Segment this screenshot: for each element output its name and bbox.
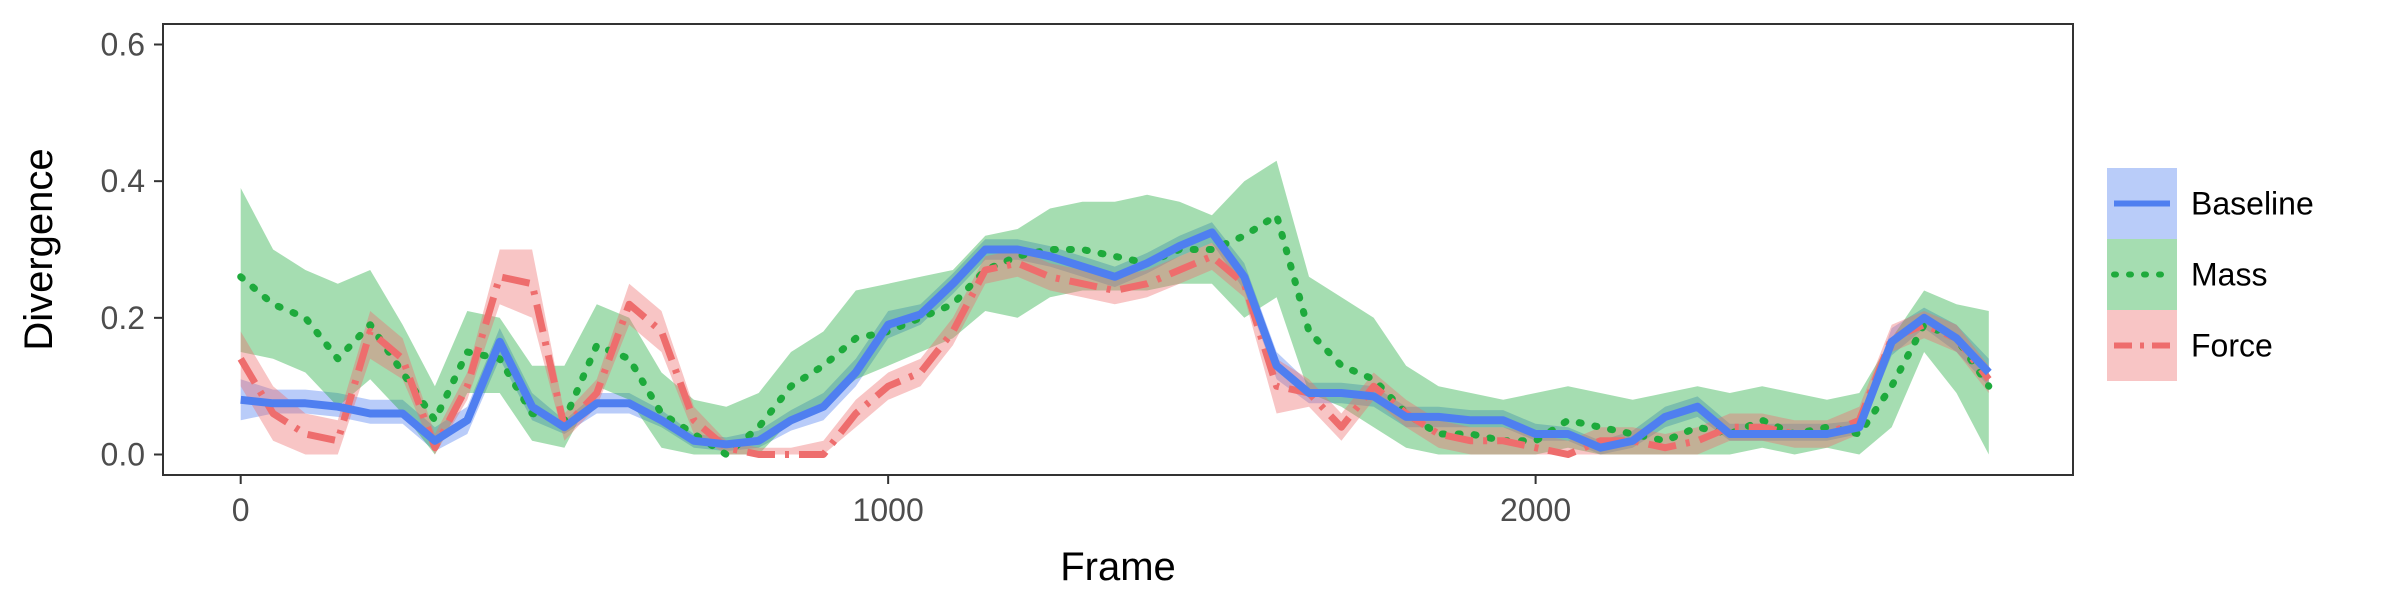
y-tick-label: 0.2: [101, 300, 145, 336]
plot-panel-border: [162, 23, 2074, 476]
x-tick-label: 0: [232, 492, 250, 528]
band-mass: [240, 160, 1989, 455]
legend-label-mass: Mass: [2191, 257, 2267, 293]
y-tick-label: 0.6: [101, 27, 145, 63]
legend-label-force: Force: [2191, 328, 2273, 364]
y-tick-label: 0.4: [101, 163, 145, 199]
axes: 0 1000 2000 0.0 0.2 0.4 0.6: [101, 27, 1572, 529]
line-baseline: [240, 228, 1992, 452]
x-tick-label: 2000: [1500, 492, 1571, 528]
x-axis-title: Frame: [1060, 545, 1176, 589]
series-lines: [237, 211, 1993, 458]
y-axis-title: Divergence: [17, 148, 61, 350]
legend: Baseline Mass Force: [2107, 168, 2314, 381]
legend-label-baseline: Baseline: [2191, 186, 2314, 222]
line-mass: [237, 211, 1993, 458]
x-tick-label: 1000: [853, 492, 924, 528]
y-tick-label: 0.0: [101, 437, 145, 473]
confidence-bands: [240, 160, 1989, 455]
